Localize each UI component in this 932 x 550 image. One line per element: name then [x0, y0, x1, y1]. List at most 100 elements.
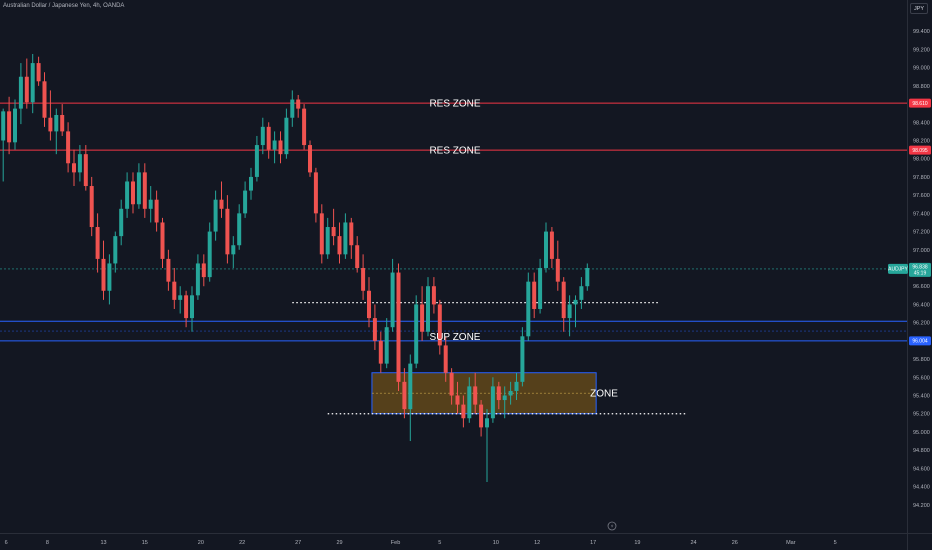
y-tick-label: 97.800: [913, 175, 930, 181]
candle-body: [349, 222, 354, 246]
candle-body: [496, 386, 501, 401]
candle-body: [337, 236, 342, 255]
x-tick-label: Mar: [786, 540, 796, 546]
candle-body: [313, 172, 318, 214]
candle-body: [142, 172, 147, 209]
candle-body: [243, 190, 248, 214]
candle-body: [508, 390, 513, 396]
candle-body: [461, 404, 466, 419]
candle-body: [343, 222, 348, 255]
current-price-tag: 96.838: [912, 264, 928, 270]
candle-body: [237, 213, 242, 246]
candle-body: [148, 199, 153, 209]
candle-body: [437, 304, 442, 346]
candle-body: [201, 263, 206, 278]
sup-price-tag: 96.004: [912, 339, 928, 345]
candle-body: [260, 126, 265, 146]
candle-body: [502, 395, 507, 401]
candle-body: [449, 372, 454, 396]
candle-body: [473, 386, 478, 405]
candle-body: [372, 318, 377, 341]
y-tick-label: 95.200: [913, 412, 930, 418]
currency-button[interactable]: JPY: [910, 3, 928, 14]
candle-body: [585, 268, 590, 287]
y-tick-label: 99.000: [913, 66, 930, 72]
y-tick-label: 97.200: [913, 230, 930, 236]
res-price-tag: 98.095: [912, 148, 928, 154]
candle-body: [107, 263, 112, 291]
candle-body: [119, 208, 124, 237]
candle-body: [431, 286, 436, 305]
res-price-tag: 98.610: [912, 101, 928, 107]
y-tick-label: 98.400: [913, 120, 930, 126]
candle-body: [290, 99, 295, 118]
symbol-tag: AUDJPY: [888, 267, 908, 273]
candle-body: [538, 268, 543, 309]
candle-body: [184, 295, 189, 319]
x-tick-label: 13: [100, 540, 106, 546]
candle-body: [136, 172, 141, 205]
y-tick-label: 97.600: [913, 193, 930, 199]
candle-body: [172, 281, 177, 300]
candle-body: [13, 108, 17, 143]
x-tick-label: 20: [198, 540, 204, 546]
candle-body: [154, 199, 159, 223]
x-tick-label: 26: [732, 540, 738, 546]
candle-body: [355, 245, 360, 268]
lightning-icon-ring: [607, 521, 617, 531]
y-tick-label: 98.800: [913, 84, 930, 90]
candle-body: [30, 63, 35, 103]
candle-body: [302, 108, 307, 146]
candle-body: [526, 281, 531, 337]
y-tick-label: 95.800: [913, 357, 930, 363]
x-tick-label: 5: [834, 540, 837, 546]
candle-body: [83, 154, 88, 187]
x-tick-label: 27: [295, 540, 301, 546]
countdown-timer: 45:19: [914, 270, 927, 276]
candle-body: [390, 272, 395, 328]
candle-body: [308, 145, 312, 173]
x-tick-label: 6: [5, 540, 8, 546]
candle-body: [420, 304, 425, 332]
candle-body: [319, 213, 324, 255]
x-tick-label: 19: [634, 540, 640, 546]
y-tick-label: 95.400: [913, 394, 930, 400]
res-price-tag-bg: [909, 145, 931, 155]
candle-body: [490, 386, 495, 419]
y-tick-label: 99.400: [913, 29, 930, 35]
candle-body: [485, 418, 489, 428]
candle-body: [7, 111, 12, 143]
candle-body: [579, 286, 584, 300]
x-tick-label: 8: [46, 540, 49, 546]
candle-body: [361, 268, 366, 291]
candle-body: [561, 281, 566, 319]
candle-body: [190, 295, 194, 319]
x-tick-label: 29: [336, 540, 342, 546]
candle-body: [131, 181, 135, 205]
candle-body: [573, 299, 578, 305]
candle-body: [72, 163, 76, 173]
candle-body: [296, 99, 301, 109]
y-tick-label: 95.600: [913, 375, 930, 381]
candle-body: [195, 263, 200, 296]
y-tick-label: 97.000: [913, 248, 930, 254]
lightning-icon: [607, 521, 617, 531]
candle-body: [479, 404, 484, 428]
candle-body: [532, 281, 537, 309]
zone-label: ZONE: [590, 389, 618, 400]
symbol-tag-bg: [888, 263, 908, 274]
candle-body: [125, 181, 130, 209]
x-tick-label: 24: [690, 540, 696, 546]
x-tick-label: 10: [493, 540, 499, 546]
y-tick-label: 99.200: [913, 47, 930, 53]
candle-body: [414, 304, 419, 364]
candle-body: [272, 140, 277, 150]
res-zone-label: RES ZONE: [429, 146, 480, 157]
y-tick-label: 98.000: [913, 157, 930, 163]
candle-body: [408, 363, 413, 410]
candle-body: [555, 258, 560, 282]
y-tick-label: 94.800: [913, 448, 930, 454]
candle-body: [95, 227, 100, 259]
